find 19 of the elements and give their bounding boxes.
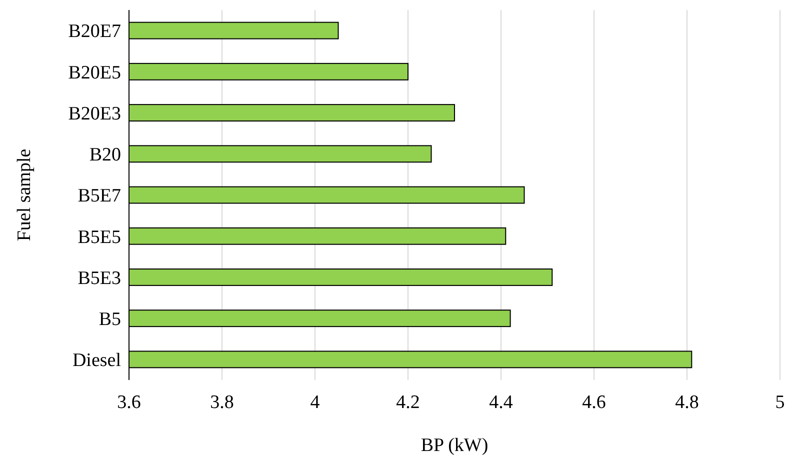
y-tick-label: Diesel (72, 350, 121, 372)
x-tick-label: 4.8 (675, 392, 699, 413)
x-axis-title: BP (kW) (420, 435, 488, 456)
y-tick-label: B20E7 (68, 21, 121, 42)
y-tick-label: B5E5 (78, 226, 121, 248)
x-tick-label: 5 (775, 392, 785, 413)
x-tick-label: 4 (310, 392, 320, 413)
y-tick-label: B5E7 (78, 186, 121, 207)
y-tick-label: B20E3 (68, 103, 121, 124)
x-tick-label: 4.4 (489, 392, 514, 413)
y-axis-title: Fuel sample (14, 148, 35, 242)
x-tick-label: 4.2 (396, 392, 420, 413)
y-tick-label: B5 (98, 308, 121, 330)
x-tick-label: 4.6 (582, 392, 606, 413)
y-tick-label: B20 (89, 144, 121, 166)
x-tick-label: 3.6 (117, 392, 141, 413)
y-tick-label: B20E5 (68, 62, 121, 84)
x-tick-label: 3.8 (210, 392, 234, 413)
y-tick-label: B5E3 (78, 268, 121, 289)
